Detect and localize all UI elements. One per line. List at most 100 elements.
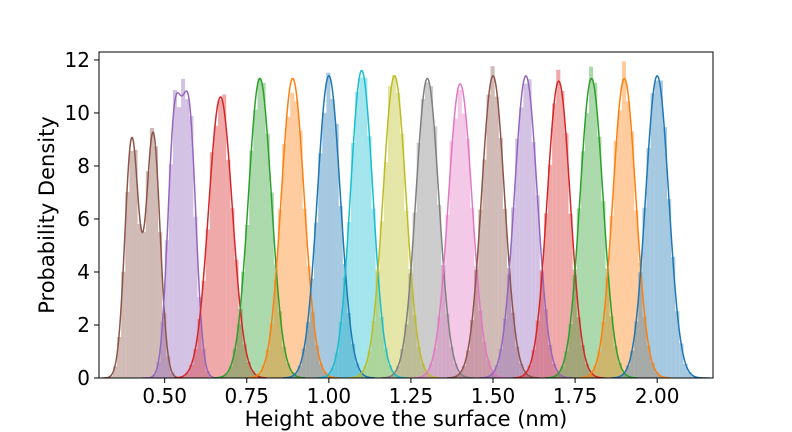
histogram-bar: [658, 376, 663, 378]
histogram-bar: [457, 89, 462, 378]
kde-curve-6: [282, 74, 375, 378]
histogram-bar: [387, 85, 393, 378]
histogram-bar: [261, 365, 266, 378]
y-tick-label: 0: [77, 366, 90, 390]
histogram-bar: [691, 376, 696, 378]
histogram-bar: [515, 138, 520, 378]
y-tick-label: 6: [77, 207, 90, 231]
histogram-bar: [564, 133, 569, 378]
x-tick-label: 0.50: [142, 384, 187, 408]
histogram-bar: [294, 376, 299, 378]
histogram-bar: [363, 376, 368, 378]
kde-curve-11: [447, 74, 540, 378]
histogram-bar: [437, 204, 442, 378]
histogram-series-9: [387, 82, 466, 378]
histogram-bar: [568, 213, 573, 378]
histogram-bar: [298, 130, 303, 378]
histogram-bar: [314, 345, 319, 378]
histogram-bar: [535, 320, 540, 378]
histogram-bar: [548, 344, 553, 378]
histogram-bar: [613, 140, 618, 378]
histogram-bar: [282, 144, 287, 378]
histogram-bar: [338, 205, 343, 378]
histogram-bar: [589, 66, 594, 378]
histogram-bar: [387, 365, 393, 378]
histogram-bar: [273, 264, 278, 378]
histogram-bar: [675, 311, 680, 378]
kde-curve-3: [174, 96, 267, 378]
y-tick-label: 2: [77, 313, 90, 337]
histogram-bar: [424, 372, 429, 378]
histogram-bar: [412, 315, 417, 378]
histogram-bar: [494, 365, 499, 378]
histogram-bar: [552, 363, 557, 378]
histogram-bar: [465, 350, 471, 378]
histogram-bar: [342, 277, 347, 378]
histogram-bar: [424, 372, 429, 378]
histogram-bar: [375, 269, 380, 378]
histogram-bar: [486, 94, 491, 378]
histogram-bar: [597, 136, 602, 378]
histogram-bar: [125, 191, 130, 378]
histogram-bar: [133, 149, 138, 378]
kde-curve-9: [381, 77, 474, 378]
histogram-bar: [269, 323, 274, 378]
histogram-bar: [232, 348, 237, 378]
histogram-bar: [667, 199, 672, 378]
histogram-bar: [400, 348, 405, 378]
histogram-bar: [441, 265, 446, 378]
histogram-bar: [474, 266, 479, 378]
histogram-bar: [498, 137, 503, 378]
histogram-bar: [634, 321, 639, 378]
histogram-series-12: [486, 79, 565, 378]
histogram-bar: [286, 116, 291, 378]
histogram-bar: [506, 268, 512, 378]
histogram-bar: [589, 373, 594, 378]
histogram-bar: [346, 312, 352, 378]
histogram-bar: [671, 256, 676, 378]
histogram-bar: [593, 82, 598, 378]
histogram-bar: [294, 101, 299, 378]
histogram-bar: [277, 209, 283, 378]
kde-curve-10: [414, 82, 507, 378]
histogram-bar: [318, 363, 324, 378]
histogram-bar: [351, 143, 356, 378]
histogram-bar: [327, 376, 332, 378]
histogram-bar: [539, 271, 544, 378]
histogram-bar: [318, 153, 323, 378]
histogram-bar: [238, 308, 243, 378]
histogram-bar: [457, 373, 462, 378]
histogram-bar: [650, 93, 655, 378]
histogram-series-11: [453, 66, 532, 378]
histogram-bar: [605, 277, 610, 378]
histogram-bar: [181, 376, 186, 378]
histogram-bar: [314, 222, 319, 378]
histogram-bar: [205, 371, 210, 378]
histogram-bar: [152, 374, 157, 378]
histogram-bar: [246, 362, 251, 378]
histogram-bar: [494, 375, 499, 378]
histogram-bar: [560, 91, 565, 378]
y-tick-label: 10: [65, 101, 90, 125]
histogram-bar: [621, 61, 626, 378]
x-tick-label: 1.25: [389, 384, 434, 408]
histogram-bar: [441, 265, 446, 378]
histogram-bar: [658, 80, 663, 378]
histogram-bar: [241, 271, 246, 378]
histogram-bar: [556, 69, 561, 378]
histogram-series-1: [108, 127, 175, 378]
histogram-bar: [224, 373, 229, 378]
histogram-bar: [379, 221, 384, 378]
histogram-bar: [490, 373, 495, 378]
histogram-bar: [445, 214, 450, 378]
histogram-bar: [515, 346, 520, 378]
x-axis-label: Height above the surface (nm): [245, 407, 568, 431]
histogram-bar: [560, 376, 565, 378]
histogram-bar: [638, 272, 643, 378]
histogram-bar: [424, 82, 429, 378]
histogram-bar: [437, 316, 442, 378]
histogram-bar: [197, 319, 202, 378]
histogram-bar: [310, 312, 315, 378]
histogram-bar: [523, 83, 528, 378]
histogram-bar: [650, 362, 655, 378]
